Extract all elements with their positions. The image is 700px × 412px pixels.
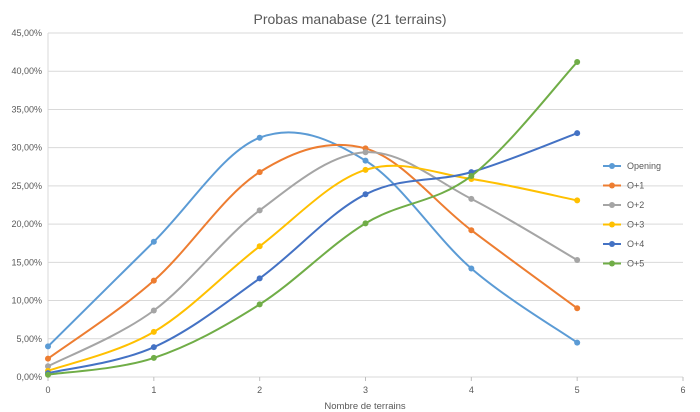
- axes: 0,00% 5,00% 10,00% 15,00% 20,00% 25,00% 30,00%…: [11, 28, 685, 395]
- data-point: [574, 130, 581, 137]
- data-point: [362, 157, 369, 164]
- data-point: [362, 220, 369, 227]
- data-point: [45, 343, 51, 350]
- x-tick-label: 2: [257, 385, 262, 395]
- y-tick-label: 20,00%: [11, 219, 42, 229]
- legend-label: O+2: [627, 200, 644, 210]
- data-point: [150, 344, 157, 351]
- data-point: [574, 59, 581, 66]
- data-point: [468, 227, 475, 234]
- legend-label: O+3: [627, 220, 644, 230]
- data-point: [45, 371, 51, 378]
- data-point: [256, 301, 263, 308]
- legend-marker: [609, 202, 615, 208]
- data-point: [362, 191, 369, 198]
- data-point: [574, 339, 581, 346]
- legend-label: Opening: [627, 161, 661, 171]
- data-point: [256, 207, 263, 214]
- legend-marker: [609, 163, 615, 169]
- x-tick-label: 3: [363, 385, 368, 395]
- data-point: [150, 238, 157, 245]
- data-point: [256, 243, 263, 250]
- series-line: [47, 143, 578, 360]
- legend-item: O+2: [603, 200, 644, 210]
- data-point: [574, 305, 581, 312]
- series-o-5: [45, 59, 581, 378]
- data-point: [150, 354, 157, 361]
- legend-item: O+5: [603, 259, 644, 269]
- y-tick-label: 45,00%: [11, 28, 42, 38]
- x-tick-label: 0: [45, 385, 50, 395]
- series-line: [47, 132, 578, 375]
- data-point: [256, 169, 263, 176]
- x-axis-title: Nombre de terrains: [324, 401, 406, 412]
- legend-item: O+4: [603, 239, 644, 249]
- y-tick-label: 10,00%: [11, 296, 42, 306]
- y-tick-label: 15,00%: [11, 257, 42, 267]
- legend-label: O+5: [627, 259, 644, 269]
- x-tick-label: 1: [151, 385, 156, 395]
- legend-marker: [609, 241, 615, 247]
- data-point: [574, 197, 581, 204]
- x-tick-label: 5: [575, 385, 580, 395]
- data-point: [45, 363, 51, 370]
- legend-marker: [609, 260, 615, 267]
- chart-title: Probas manabase (21 terrains): [254, 11, 447, 27]
- data-point: [574, 257, 581, 264]
- y-tick-label: 25,00%: [11, 181, 42, 191]
- legend-label: O+1: [627, 181, 644, 191]
- series-line: [47, 61, 578, 376]
- series-opening: [45, 131, 581, 350]
- series-line: [47, 164, 578, 372]
- series-line: [47, 151, 578, 368]
- gridlines: [48, 32, 683, 378]
- series-group: [45, 59, 581, 378]
- data-point: [362, 149, 369, 156]
- y-tick-label: 5,00%: [16, 334, 42, 344]
- data-point: [256, 134, 263, 141]
- x-tick-label: 4: [469, 385, 474, 395]
- data-point: [468, 172, 475, 179]
- x-tick-label: 6: [680, 385, 685, 395]
- legend-item: O+3: [603, 220, 644, 230]
- data-point: [468, 265, 475, 272]
- series-line: [47, 131, 578, 348]
- legend-label: O+4: [627, 239, 644, 249]
- legend-item: Opening: [603, 161, 661, 171]
- y-tick-label: 30,00%: [11, 143, 42, 153]
- data-point: [45, 355, 51, 362]
- y-tick-label: 40,00%: [11, 66, 42, 76]
- data-point: [150, 307, 157, 314]
- legend-marker: [609, 221, 615, 228]
- y-tick-label: 0,00%: [16, 372, 42, 382]
- data-point: [362, 166, 369, 173]
- data-point: [150, 277, 157, 284]
- legend: Opening O+1 O+2 O+3 O+4 O+5: [603, 161, 661, 269]
- data-point: [150, 328, 157, 335]
- y-tick-label: 35,00%: [11, 104, 42, 114]
- series-o-2: [45, 149, 581, 370]
- legend-item: O+1: [603, 181, 644, 191]
- data-point: [468, 195, 475, 202]
- legend-marker: [609, 182, 615, 189]
- data-point: [256, 275, 263, 282]
